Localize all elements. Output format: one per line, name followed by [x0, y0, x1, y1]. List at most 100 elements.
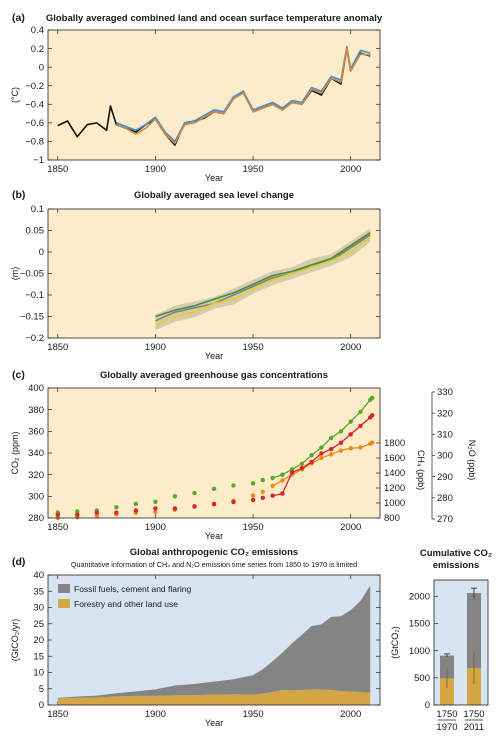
- panel-c-xtick-label: 2000: [340, 522, 361, 533]
- area-forestry: [57, 689, 371, 705]
- panel-c-co2-ytick-label: 380: [28, 405, 44, 416]
- cumulative-bar-fossil: [467, 593, 481, 669]
- ghg-point-n2o: [153, 506, 158, 511]
- panel-c-n2o-tick-label: 310: [437, 430, 453, 441]
- panel-b-ytick-label: 0.05: [26, 226, 45, 237]
- panel-d-ytick-label: 15: [33, 651, 44, 662]
- ghg-point-n2o: [358, 423, 363, 429]
- cumulative-ytick-label: 2000: [409, 592, 430, 603]
- cumulative-xtick-start: 1750: [463, 709, 484, 720]
- panel-a-ytick-label: −0.2: [25, 81, 44, 92]
- ghg-point-n2o: [338, 440, 344, 445]
- ghg-point-n2o: [250, 497, 256, 503]
- panel-a-plot-area: [48, 30, 380, 160]
- panel-c-plot-area: [48, 388, 380, 518]
- cumulative-title-line2: emissions: [433, 560, 479, 571]
- ghg-point-n2o: [94, 510, 100, 515]
- ghg-point-co2: [358, 409, 363, 414]
- panel-a-ytick-label: 0.4: [31, 25, 44, 36]
- panel-d-label: (d): [12, 556, 25, 568]
- cumulative-y-axis-label: (GtCO₂): [390, 626, 400, 659]
- ghg-point-co2: [319, 445, 324, 450]
- panel-c-xtick-label: 1900: [145, 522, 166, 533]
- ghg-point-n2o: [299, 466, 305, 471]
- ghg-point-co2: [75, 509, 80, 514]
- panel-d-ytick-label: 10: [33, 668, 44, 679]
- ghg-point-ch4: [250, 493, 256, 498]
- ghg-point-co2: [172, 494, 178, 499]
- legend-swatch-fossil: [58, 584, 70, 593]
- cumulative-bar-fossil: [440, 655, 454, 679]
- panel-a-frame: [47, 29, 381, 161]
- panel-d-ytick-label: 35: [33, 586, 44, 597]
- panel-b-ytick-label: −0.15: [20, 312, 44, 323]
- panel-d-frame: [47, 574, 381, 706]
- panel-c-x-axis-label: Year: [205, 531, 223, 541]
- panel-c-n2o-tick-label: 270: [437, 514, 453, 525]
- panel-d-xtick-label: 1850: [47, 709, 68, 720]
- ghg-point-n2o: [348, 432, 353, 437]
- panel-c-frame: [47, 387, 381, 519]
- cumulative-xtick-end: 2011: [464, 722, 484, 733]
- panel-d-ytick-label: 40: [33, 570, 44, 581]
- panel-b-title: Globally averaged sea level change: [134, 190, 294, 201]
- panel-c-co2-ytick-label: 340: [28, 448, 44, 459]
- panel-c-xtick-label: 1950: [242, 522, 263, 533]
- ghg-point-n2o: [231, 499, 236, 505]
- ghg-point-co2: [250, 481, 256, 486]
- panel-c-n2o-tick-label: 330: [437, 387, 453, 398]
- panel-d-subtitle: Quantitative information of CH₄ and N₂O …: [71, 560, 357, 569]
- ghg-point-co2: [270, 475, 275, 481]
- ghg-point-co2: [348, 419, 353, 424]
- panel-a-ytick-label: −1: [33, 155, 44, 166]
- ghg-point-co2: [329, 435, 334, 440]
- panel-d-x-axis-label: Year: [205, 718, 223, 728]
- ghg-point-n2o: [370, 413, 375, 418]
- cumulative-frame: [433, 579, 489, 706]
- ghg-point-n2o: [260, 495, 265, 500]
- panel-a-ytick-label: 0: [39, 62, 44, 73]
- sea-series-yellow: [155, 236, 371, 326]
- ghg-point-co2: [260, 477, 265, 483]
- panel-a-xtick-label: 1950: [242, 164, 263, 175]
- panel-b-ytick-label: 0: [39, 247, 44, 258]
- panel-d-y-axis-label: (GtCO₂/yr): [10, 619, 20, 662]
- cumulative-title-line1: Cumulative CO₂: [420, 548, 492, 559]
- ghg-point-ch4: [153, 509, 158, 515]
- panel-c-co2-ytick-label: 320: [28, 470, 44, 481]
- panel-c-co2-ytick-label: 400: [28, 383, 44, 394]
- ghg-point-n2o: [270, 493, 275, 498]
- legend-swatch-forestry: [58, 599, 70, 608]
- panel-c-ch4-tick-label: 1800: [384, 438, 405, 449]
- panel-b-label: (b): [12, 189, 25, 201]
- cumulative-bar-forestry: [440, 678, 454, 705]
- panel-c-n2o-axis-label: N₂O (ppb): [467, 440, 477, 481]
- cumulative-xtick-start: 1750: [436, 709, 457, 720]
- ghg-point-n2o: [211, 502, 217, 507]
- ghg-point-ch4: [260, 489, 265, 494]
- panel-c-title: Globally averaged greenhouse gas concent…: [100, 370, 328, 381]
- ghg-point-n2o: [75, 512, 80, 517]
- sea-series-green: [155, 232, 371, 318]
- panel-a-xtick-label: 2000: [340, 164, 361, 175]
- ghg-point-co2: [231, 483, 236, 488]
- panel-b-x-axis-label: Year: [205, 351, 223, 361]
- panel-a-ytick-label: −0.8: [25, 137, 44, 148]
- panel-c-xtick-label: 1850: [47, 522, 68, 533]
- panel-c-co2-ytick-label: 280: [28, 513, 44, 524]
- ghg-point-n2o: [319, 451, 324, 456]
- panel-c-n2o-tick-label: 290: [437, 472, 453, 483]
- panel-c-co2-ytick-label: 300: [28, 492, 44, 503]
- panel-a-title: Globally averaged combined land and ocea…: [46, 13, 383, 24]
- panel-a-x-axis-label: Year: [205, 173, 223, 183]
- area-fossil-fuels: [57, 585, 371, 699]
- panel-c-co2-ytick-label: 360: [28, 427, 44, 438]
- legend-label-forestry: Forestry and other land use: [74, 599, 178, 609]
- panel-d-xtick-label: 1950: [242, 709, 263, 720]
- ghg-point-n2o: [133, 508, 139, 513]
- panel-b-frame: [47, 208, 381, 339]
- panel-c-n2o-tick-label: 280: [437, 493, 453, 504]
- panel-d-xtick-label: 1900: [145, 709, 166, 720]
- panel-c-ch4-axis-label: CH₄ (ppb): [416, 450, 426, 490]
